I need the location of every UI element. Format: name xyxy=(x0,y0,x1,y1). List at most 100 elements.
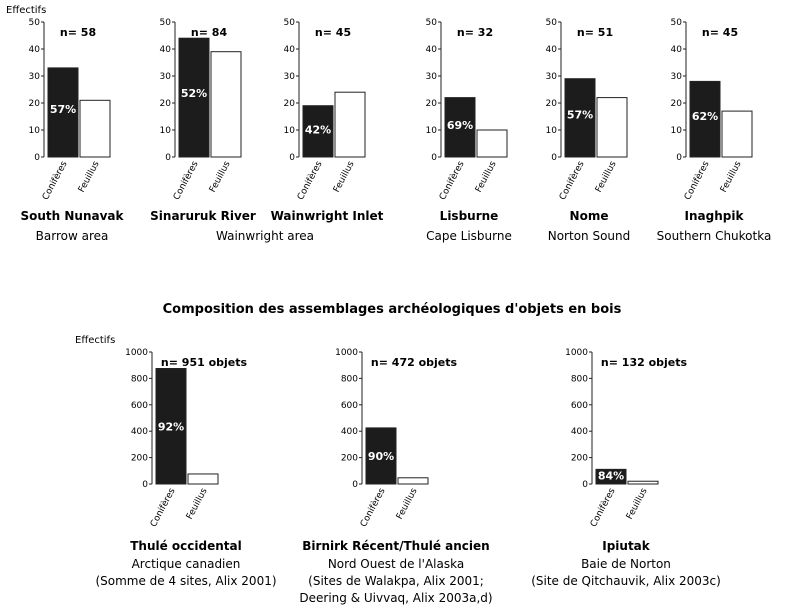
bar-coniferes xyxy=(47,67,79,158)
category-label: Feuillus xyxy=(185,486,210,521)
panel-subtitle-line: Arctique canadien xyxy=(132,557,241,571)
panel-title: Wainwright Inlet xyxy=(271,209,384,223)
percentage-label: 57% xyxy=(567,109,593,122)
category-label: Feuillus xyxy=(474,159,499,194)
percentage-label: 69% xyxy=(447,119,473,132)
chart-panel-7: 0 200 400 600 800 1000 n= 472 objets 90% Conifèr… xyxy=(299,348,492,605)
panel-subtitle-line: (Somme de 4 sites, Alix 2001) xyxy=(95,574,276,588)
panel-title: South Nunavak xyxy=(20,209,124,223)
chart-panel-4: 0 10 20 30 40 50 n= 51 57% Conifères Feuillus Nome… xyxy=(546,18,631,243)
y-tick-label: 200 xyxy=(341,454,358,464)
y-tick-label: 1000 xyxy=(335,348,358,358)
y-tick-label: 40 xyxy=(426,45,438,55)
n-label: n= 45 xyxy=(702,26,738,39)
y-tick-label: 0 xyxy=(582,480,588,490)
bar-coniferes xyxy=(595,468,627,485)
y-tick-label: 0 xyxy=(352,480,358,490)
y-tick-label: 800 xyxy=(341,374,358,384)
y-tick-label: 50 xyxy=(29,18,41,28)
panel-title: Nome xyxy=(570,209,609,223)
y-tick-label: 600 xyxy=(571,401,588,411)
charts-layer: 0 10 20 30 40 50 Effectifs n= 58 57% Conifères Feu… xyxy=(6,5,771,605)
n-label: n= 132 objets xyxy=(601,356,688,369)
bar-coniferes xyxy=(302,105,334,158)
bar-coniferes xyxy=(365,427,397,485)
y-tick-label: 30 xyxy=(160,72,172,82)
category-label: Feuillus xyxy=(719,159,744,194)
panel-title: Sinaruruk River xyxy=(150,209,256,223)
percentage-label: 57% xyxy=(50,103,76,116)
y-tick-label: 800 xyxy=(131,374,148,384)
category-label: Feuillus xyxy=(77,159,102,194)
y-tick-label: 0 xyxy=(676,153,682,163)
percentage-label: 52% xyxy=(181,87,207,100)
y-tick-label: 0 xyxy=(142,480,148,490)
bar-coniferes xyxy=(689,80,721,158)
panel-subtitle-line: Nord Ouest de l'Alaska xyxy=(328,557,464,571)
y-tick-label: 40 xyxy=(284,45,296,55)
chart-panel-3: 0 10 20 30 40 50 n= 32 69% Conifères Feuillus Lisb… xyxy=(426,18,512,243)
category-label: Feuillus xyxy=(208,159,233,194)
category-label: Feuillus xyxy=(332,159,357,194)
bar-feuillus xyxy=(210,51,242,158)
category-label: Feuillus xyxy=(395,486,420,521)
y-tick-label: 0 xyxy=(289,153,295,163)
category-label: Feuillus xyxy=(625,486,650,521)
n-label: n= 472 objets xyxy=(371,356,458,369)
y-tick-label: 400 xyxy=(341,427,358,437)
panel-subtitle: Norton Sound xyxy=(548,229,631,243)
y-tick-label: 600 xyxy=(341,401,358,411)
y-tick-label: 30 xyxy=(284,72,296,82)
y-tick-label: 20 xyxy=(671,99,683,109)
y-tick-label: 20 xyxy=(284,99,296,109)
chart-panel-1: 0 10 20 30 40 50 n= 84 52% Conifères Feuillus Sina… xyxy=(150,18,256,223)
y-tick-label: 1000 xyxy=(565,348,588,358)
panel-title: Birnirk Récent/Thulé ancien xyxy=(302,539,489,553)
n-label: n= 58 xyxy=(60,26,96,39)
y-tick-label: 40 xyxy=(671,45,683,55)
y-tick-label: 30 xyxy=(426,72,438,82)
panel-subtitle: Cape Lisburne xyxy=(426,229,512,243)
n-label: n= 951 objets xyxy=(161,356,248,369)
shared-subtitle: Wainwright area xyxy=(216,229,314,243)
panel-subtitle-line: (Sites de Walakpa, Alix 2001; xyxy=(308,574,484,588)
chart-panel-0: 0 10 20 30 40 50 Effectifs n= 58 57% Conifères Feu… xyxy=(6,5,125,243)
bar-feuillus xyxy=(79,99,111,158)
category-label: Conifères xyxy=(171,159,201,202)
y-tick-label: 10 xyxy=(671,126,683,136)
category-label: Conifères xyxy=(557,159,587,202)
chart-panel-5: 0 10 20 30 40 50 n= 45 62% Conifères Feuillus Inag… xyxy=(657,18,772,243)
y-tick-label: 10 xyxy=(29,126,41,136)
y-tick-label: 200 xyxy=(571,454,588,464)
percentage-label: 84% xyxy=(598,469,624,482)
y-tick-label: 1000 xyxy=(125,348,148,358)
y-tick-label: 0 xyxy=(34,153,40,163)
bar-feuillus xyxy=(397,477,429,485)
y-tick-label: 20 xyxy=(546,99,558,109)
y-tick-label: 0 xyxy=(165,153,171,163)
bar-coniferes xyxy=(155,368,187,485)
chart-panel-6: 0 200 400 600 800 1000 Effectifs n= 951 objets 9… xyxy=(75,335,277,588)
panel-title: Ipiutak xyxy=(602,539,651,553)
category-label: Conifères xyxy=(40,159,70,202)
category-label: Conifères xyxy=(437,159,467,202)
y-tick-label: 600 xyxy=(131,401,148,411)
category-label: Conifères xyxy=(148,486,178,529)
y-axis-label: Effectifs xyxy=(6,5,46,16)
y-tick-label: 30 xyxy=(29,72,41,82)
y-tick-label: 10 xyxy=(546,126,558,136)
y-tick-label: 30 xyxy=(671,72,683,82)
y-tick-label: 10 xyxy=(160,126,172,136)
panel-subtitle: Barrow area xyxy=(36,229,109,243)
n-label: n= 51 xyxy=(577,26,613,39)
bar-feuillus xyxy=(476,129,508,158)
panel-title: Inaghpik xyxy=(685,209,745,223)
y-tick-label: 20 xyxy=(426,99,438,109)
y-tick-label: 50 xyxy=(426,18,438,28)
y-tick-label: 50 xyxy=(671,18,683,28)
category-label: Conifères xyxy=(588,486,618,529)
percentage-label: 92% xyxy=(158,420,184,433)
y-tick-label: 30 xyxy=(546,72,558,82)
y-tick-label: 50 xyxy=(546,18,558,28)
